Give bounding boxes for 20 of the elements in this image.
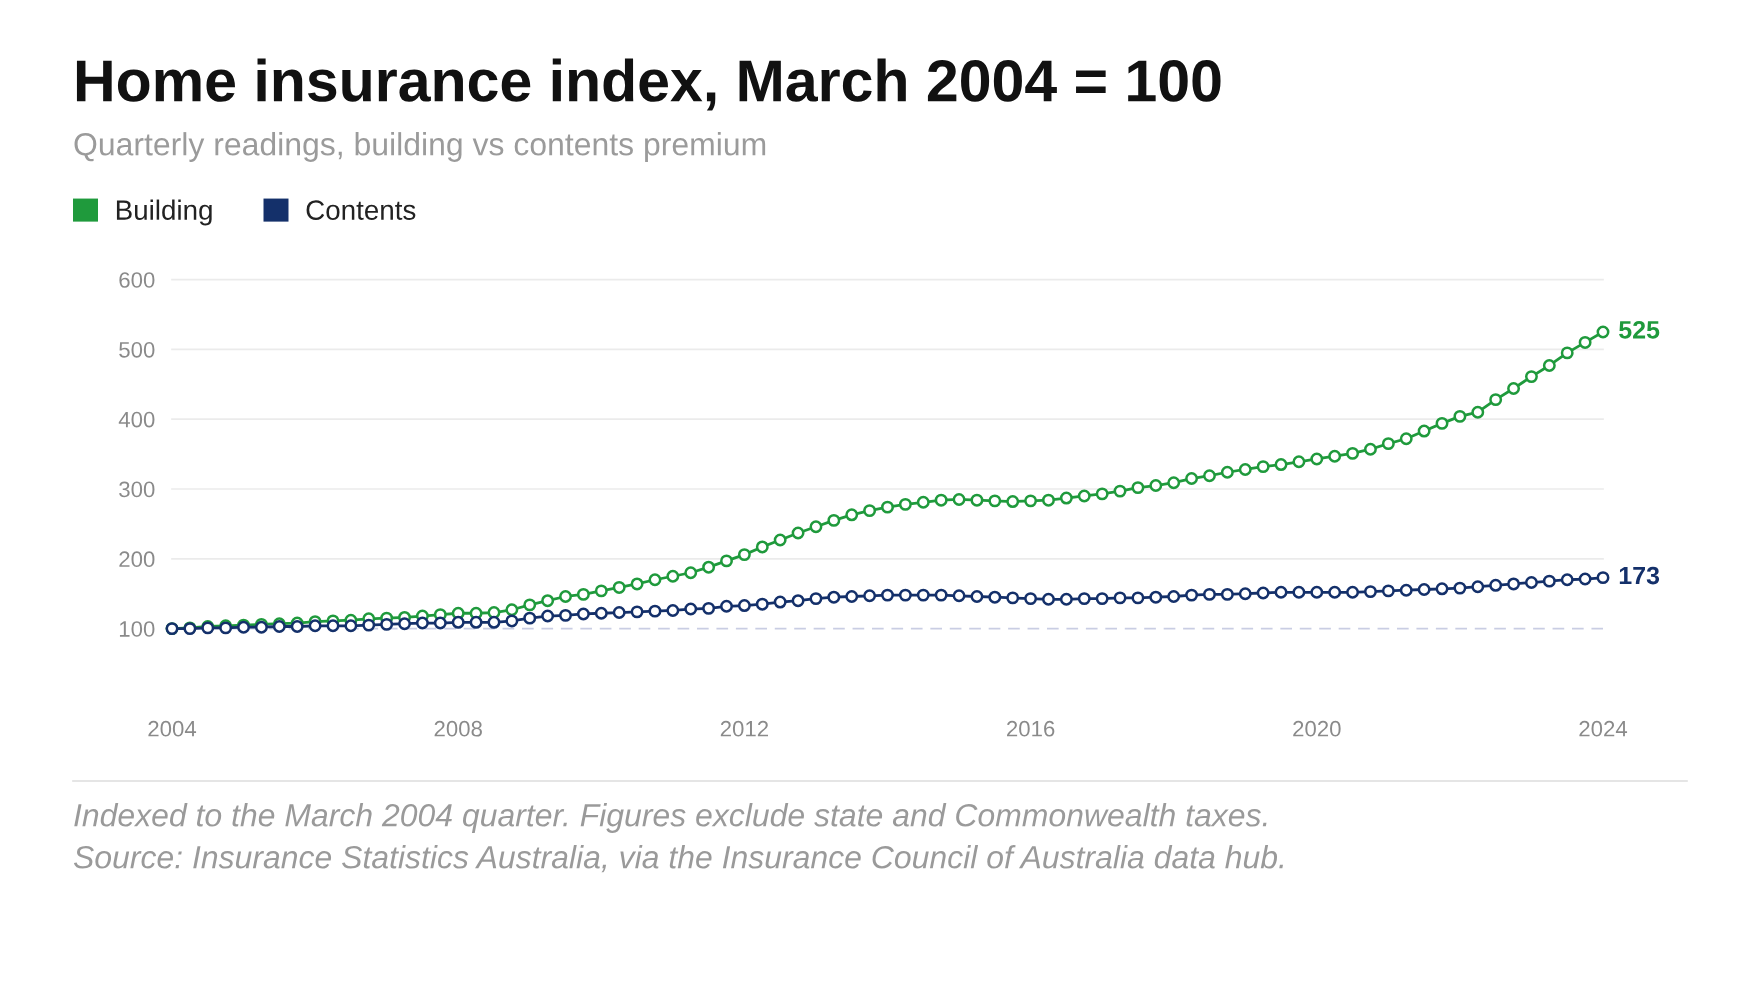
x-tick-label: 2004 bbox=[148, 720, 197, 737]
y-tick-label: 200 bbox=[119, 551, 155, 568]
x-tick-label: 2012 bbox=[720, 720, 768, 737]
y-tick-label: 400 bbox=[118, 411, 155, 428]
y-tick-label: 600 bbox=[119, 272, 155, 288]
x-tick-label: 2008 bbox=[434, 720, 482, 737]
chart-subtitle: Quarterly readings, building vs contents premium bbox=[74, 132, 766, 162]
data-label: 173 bbox=[1619, 566, 1660, 585]
chart-title: Home insurance index, March 2004 = 100 bbox=[76, 58, 1221, 111]
source-note: Source: Insurance Statistics Australia, via the Insurance Council of Australia data hub. bbox=[73, 845, 1283, 873]
y-tick-label: 500 bbox=[119, 341, 155, 358]
x-tick-label: 2016 bbox=[1007, 720, 1055, 737]
legend-label: Building bbox=[116, 199, 212, 226]
y-tick-label: 100 bbox=[119, 621, 155, 637]
x-tick-label: 2024 bbox=[1579, 720, 1628, 737]
legend-label: Contents bbox=[306, 200, 416, 220]
text: Indexed to the March 2004 quarter. Figures exclude state and Commonwealth taxes. bbox=[74, 803, 1267, 833]
y-tick-label: 300 bbox=[119, 481, 155, 498]
data-label: 525 bbox=[1619, 320, 1660, 339]
x-tick-label: 2020 bbox=[1293, 720, 1341, 737]
